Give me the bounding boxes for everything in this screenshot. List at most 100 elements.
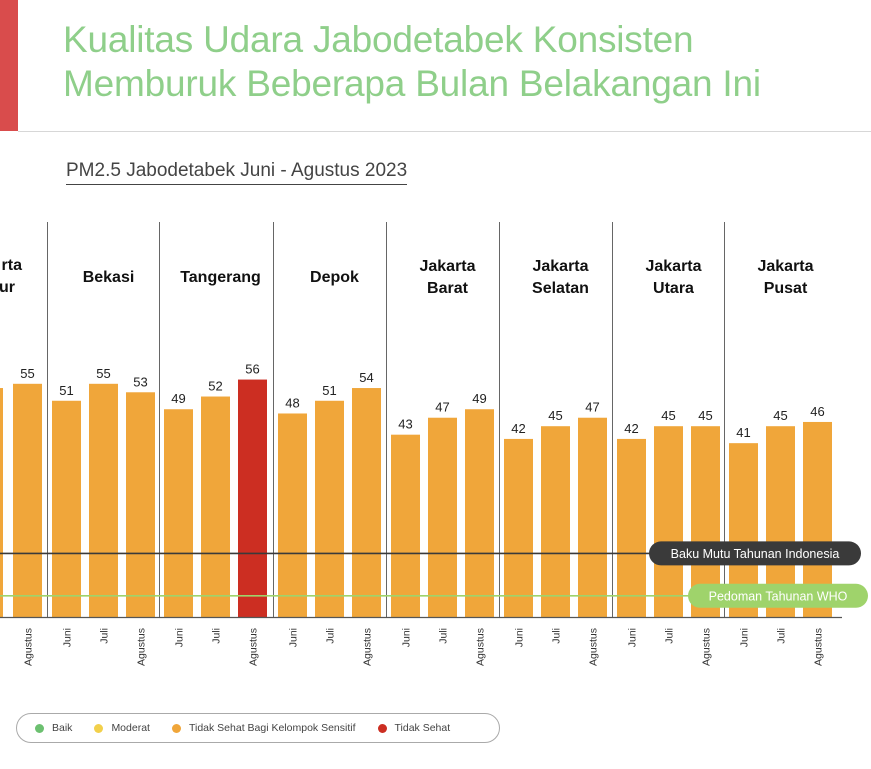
bar — [89, 383, 118, 617]
legend-dot-tidak-sehat — [377, 723, 387, 733]
legend-label-moderat: Moderat — [111, 722, 150, 734]
data-label: 45 — [698, 408, 712, 423]
group-name: Jakarta — [645, 258, 701, 275]
month-tick-label: Juli — [551, 628, 563, 644]
month-tick-label: Juli — [211, 628, 223, 644]
month-tick-label: Juni — [514, 628, 526, 647]
group-name: Jakarta — [419, 258, 475, 275]
month-tick-label: Juni — [62, 628, 74, 647]
data-label: 41 — [736, 425, 750, 440]
month-tick-label: Juli — [664, 628, 676, 644]
month-tick-label: Juni — [174, 628, 186, 647]
data-label: 42 — [511, 421, 525, 436]
month-tick-label: Juli — [325, 628, 337, 644]
month-tick-label: Agustus — [136, 628, 148, 666]
bar — [0, 388, 3, 617]
month-tick-label: Agustus — [701, 628, 713, 666]
legend-item-moderat: Moderat — [94, 722, 150, 734]
month-tick-label: Juni — [739, 628, 751, 647]
month-tick-label: Juli — [776, 628, 788, 644]
legend-dot-sensitif — [171, 723, 181, 733]
title-line-1: Kualitas Udara Jabodetabek Konsisten — [63, 19, 694, 60]
legend-item-sensitif: Tidak Sehat Bagi Kelompok Sensitif — [171, 722, 356, 734]
data-label: 49 — [472, 391, 486, 406]
legend-item-baik: Baik — [35, 722, 72, 734]
month-tick-label: Juli — [99, 628, 111, 644]
data-label: 47 — [435, 400, 449, 415]
bar — [13, 383, 42, 617]
group-name: Selatan — [532, 280, 589, 297]
data-label: 53 — [133, 374, 147, 389]
bar — [541, 426, 570, 617]
bar — [391, 434, 420, 617]
legend-label-sensitif: Tidak Sehat Bagi Kelompok Sensitif — [188, 722, 356, 734]
group-name: Jakarta — [532, 258, 588, 275]
who-label: Pedoman Tahunan WHO — [709, 589, 848, 603]
legend-label-baik: Baik — [52, 722, 73, 734]
group-name: Barat — [427, 280, 469, 297]
group-name: Tangerang — [180, 269, 261, 286]
baku-mutu-pill — [649, 541, 861, 566]
bar — [126, 392, 155, 617]
month-tick-label: Juni — [401, 628, 413, 647]
group-name: Depok — [310, 269, 359, 286]
month-tick-label: Agustus — [475, 628, 487, 666]
group-name: rta — [2, 257, 23, 274]
bar — [164, 409, 193, 617]
month-tick-label: Agustus — [23, 628, 35, 666]
data-label: 43 — [398, 417, 412, 432]
data-label: 56 — [245, 362, 259, 377]
legend-item-tidak-sehat: Tidak Sehat — [377, 722, 451, 734]
group-name: Utara — [653, 280, 694, 297]
legend-label-tidak-sehat: Tidak Sehat — [394, 722, 451, 734]
month-tick-label: Agustus — [248, 628, 260, 666]
pm25-bar-chart: rta ur Bekasi Tangerang Depok Jakarta Barat Jak… — [0, 222, 868, 666]
group-name: ur — [0, 279, 15, 296]
data-label: 55 — [96, 366, 110, 381]
data-label: 51 — [59, 383, 73, 398]
title-line-2: Memburuk Beberapa Bulan Belakangan Ini — [63, 63, 761, 104]
legend-dot-baik — [35, 723, 44, 733]
data-label: 47 — [585, 400, 599, 415]
data-label: 48 — [285, 395, 299, 410]
who-pill — [688, 583, 868, 608]
bar — [238, 379, 267, 617]
data-label: 55 — [20, 366, 34, 381]
bar — [352, 388, 381, 617]
month-tick-label: Agustus — [588, 628, 600, 666]
bar — [578, 417, 607, 617]
bar — [201, 396, 230, 617]
data-label: 54 — [359, 370, 373, 385]
data-label: 51 — [322, 383, 336, 398]
title-divider — [18, 131, 871, 132]
legend: Baik Moderat Tidak Sehat Bagi Kelompok S… — [16, 713, 500, 743]
month-tick-label: Agustus — [813, 628, 825, 666]
baku-mutu-label: Baku Mutu Tahunan Indonesia — [671, 547, 840, 561]
bar — [278, 413, 307, 617]
bar — [428, 417, 457, 617]
data-label: 42 — [624, 421, 638, 436]
bar — [315, 400, 344, 617]
data-label: 52 — [208, 379, 222, 394]
group-name: Bekasi — [83, 269, 135, 286]
data-label: 45 — [661, 408, 675, 423]
bar — [504, 438, 533, 617]
bar — [617, 438, 646, 617]
month-tick-label: Juni — [627, 628, 639, 647]
data-label: 49 — [171, 391, 185, 406]
legend-dot-moderat — [94, 723, 104, 733]
month-tick-label: Juni — [288, 628, 300, 647]
page-title: Kualitas Udara Jabodetabek Konsisten Mem… — [63, 18, 863, 106]
data-label: 46 — [810, 404, 824, 419]
data-label: 45 — [773, 408, 787, 423]
bar — [465, 409, 494, 617]
bar — [654, 426, 683, 617]
accent-bar — [0, 0, 18, 131]
month-tick-label: Juli — [438, 628, 450, 644]
group-name: Jakarta — [757, 258, 813, 275]
month-tick-label: Agustus — [362, 628, 374, 666]
data-label: 45 — [548, 408, 562, 423]
group-name: Pusat — [764, 280, 808, 297]
chart-subtitle: PM2.5 Jabodetabek Juni - Agustus 2023 — [66, 160, 408, 185]
bar — [52, 400, 81, 617]
